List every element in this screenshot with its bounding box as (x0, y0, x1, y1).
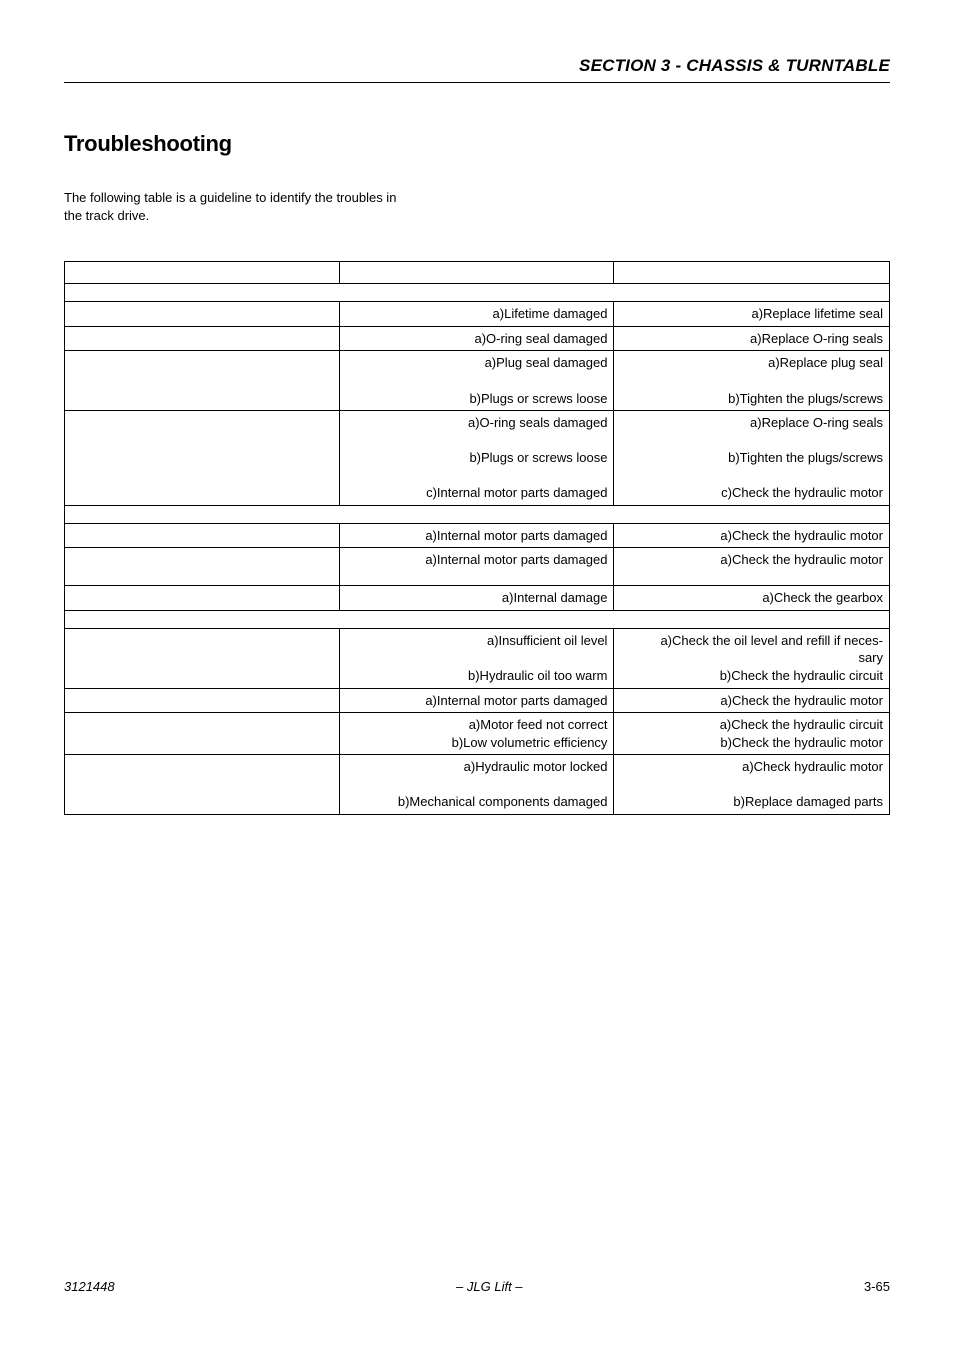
cure-b: b)Tighten the plugs/screws (728, 391, 883, 406)
cause-cell: a)Internal motor parts damaged (339, 688, 614, 713)
cause-cell: a)Internal motor parts damaged (339, 523, 614, 548)
cause-cell: a)Lifetime damaged (339, 302, 614, 327)
problem-cell (65, 302, 340, 327)
footer-center: – JLG Lift – (456, 1279, 522, 1294)
cause-a: a)Plug seal damaged (485, 355, 608, 370)
table-row: a)Insufficient oil level b)Hydraulic oil… (65, 628, 890, 688)
cure-b: b)Check the hydraulic motor (720, 735, 883, 750)
cause-a: a)Insufficient oil level (487, 633, 607, 648)
cure-cell: a)Replace O-ring seals (614, 326, 890, 351)
table-row: a)Internal motor parts damaged a)Check t… (65, 523, 890, 548)
header-col-cause (339, 262, 614, 284)
intro-text: The following table is a guideline to id… (64, 189, 484, 225)
problem-cell (65, 755, 340, 815)
problem-cell (65, 688, 340, 713)
table-row: a)Internal damage a)Check the gearbox (65, 586, 890, 611)
cause-b: b)Hydraulic oil too warm (468, 668, 607, 683)
cure-a: a)Replace O-ring seals (750, 415, 883, 430)
cure-a-l1: a)Check the oil level and refill if nece… (660, 633, 883, 648)
table-row: a)Internal motor parts damaged a)Check t… (65, 688, 890, 713)
table-row: a)Hydraulic motor locked b)Mechanical co… (65, 755, 890, 815)
cure-cell: a)Check the hydraulic motor (614, 688, 890, 713)
cause-cell: a)Internal damage (339, 586, 614, 611)
header-col-cure (614, 262, 890, 284)
problem-cell (65, 523, 340, 548)
subhead-cell (65, 284, 890, 302)
cure-cell: a)Check the hydraulic motor (614, 523, 890, 548)
cause-cell: a)Plug seal damaged b)Plugs or screws lo… (339, 351, 614, 411)
table-row: a)O-ring seals damaged b)Plugs or screws… (65, 411, 890, 506)
cure-cell: a)Replace plug seal b)Tighten the plugs/… (614, 351, 890, 411)
intro-line-2: the track drive. (64, 208, 149, 223)
table-subhead (65, 284, 890, 302)
page-footer: 3121448 – JLG Lift – 3-65 (64, 1279, 890, 1294)
section-header: SECTION 3 - CHASSIS & TURNTABLE (64, 56, 890, 83)
cure-cell: a)Check the oil level and refill if nece… (614, 628, 890, 688)
cause-cell: a)Motor feed not correct b)Low volumetri… (339, 713, 614, 755)
cure-a: a)Check the hydraulic circuit (720, 717, 883, 732)
cure-cell: a)Replace lifetime seal (614, 302, 890, 327)
problem-cell (65, 351, 340, 411)
problem-cell (65, 326, 340, 351)
cure-cell: a)Check the gearbox (614, 586, 890, 611)
cure-cell: a)Check the hydraulic motor (614, 548, 890, 586)
footer-page-number: 3-65 (864, 1279, 890, 1294)
cure-cell: a)Check the hydraulic circuit b)Check th… (614, 713, 890, 755)
cause-cell: a)Internal motor parts damaged (339, 548, 614, 586)
problem-cell (65, 713, 340, 755)
subhead-cell (65, 610, 890, 628)
cause-b: b)Plugs or screws loose (469, 391, 607, 406)
table-header-row (65, 262, 890, 284)
table-row: a)O-ring seal damaged a)Replace O-ring s… (65, 326, 890, 351)
cause-cell: a)Hydraulic motor locked b)Mechanical co… (339, 755, 614, 815)
cause-b: b)Mechanical components damaged (398, 794, 608, 809)
table-subhead (65, 610, 890, 628)
cure-b: b)Replace damaged parts (733, 794, 883, 809)
table-row: a)Plug seal damaged b)Plugs or screws lo… (65, 351, 890, 411)
cure-cell: a)Check hydraulic motor b)Replace damage… (614, 755, 890, 815)
cure-b: b)Tighten the plugs/screws (728, 450, 883, 465)
cause-a: a)O-ring seals damaged (468, 415, 607, 430)
cause-cell: a)O-ring seals damaged b)Plugs or screws… (339, 411, 614, 506)
page-title: Troubleshooting (64, 131, 890, 157)
header-col-problem (65, 262, 340, 284)
problem-cell (65, 586, 340, 611)
subhead-cell (65, 505, 890, 523)
problem-cell (65, 411, 340, 506)
footer-left: 3121448 (64, 1279, 115, 1294)
cause-a: a)Motor feed not correct (469, 717, 608, 732)
problem-cell (65, 628, 340, 688)
cure-a-l2: sary (858, 650, 883, 665)
cure-b: b)Check the hydraulic circuit (720, 668, 883, 683)
cause-a: a)Hydraulic motor locked (464, 759, 608, 774)
cause-cell: a)O-ring seal damaged (339, 326, 614, 351)
cure-a: a)Check hydraulic motor (742, 759, 883, 774)
intro-line-1: The following table is a guideline to id… (64, 190, 396, 205)
table-row: a)Internal motor parts damaged a)Check t… (65, 548, 890, 586)
cause-b: b)Plugs or screws loose (469, 450, 607, 465)
cause-cell: a)Insufficient oil level b)Hydraulic oil… (339, 628, 614, 688)
cause-c: c)Internal motor parts damaged (426, 485, 607, 500)
cause-b: b)Low volumetric efficiency (452, 735, 608, 750)
table-row: a)Lifetime damaged a)Replace lifetime se… (65, 302, 890, 327)
cure-c: c)Check the hydraulic motor (721, 485, 883, 500)
table-row: a)Motor feed not correct b)Low volumetri… (65, 713, 890, 755)
problem-cell (65, 548, 340, 586)
table-subhead (65, 505, 890, 523)
cure-cell: a)Replace O-ring seals b)Tighten the plu… (614, 411, 890, 506)
cure-a: a)Replace plug seal (768, 355, 883, 370)
troubleshooting-table: a)Lifetime damaged a)Replace lifetime se… (64, 261, 890, 814)
